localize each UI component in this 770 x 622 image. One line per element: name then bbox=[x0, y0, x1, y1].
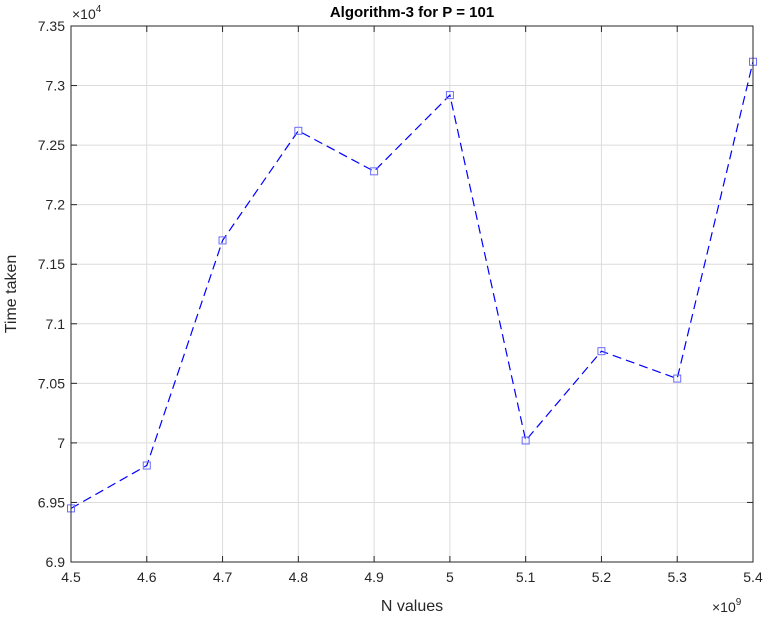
data-point bbox=[673, 374, 682, 383]
y-exponent-power: 4 bbox=[96, 4, 102, 15]
y-tick-label: 7.25 bbox=[38, 137, 65, 153]
chart-title: Algorithm-3 for P = 101 bbox=[330, 4, 494, 21]
y-tick-label: 7.05 bbox=[38, 375, 65, 391]
y-exponent-label: ×104 bbox=[72, 4, 102, 22]
data-point bbox=[142, 461, 151, 470]
y-tick-label: 7.2 bbox=[46, 197, 66, 213]
data-point bbox=[521, 436, 530, 445]
ticks: 4.5 4.6 4.7 4.8 4.9 5 5.1 5.2 5.3 5.4 6.9 6.95 7 7.05… bbox=[38, 18, 763, 585]
x-tick-label: 4.7 bbox=[213, 569, 233, 585]
x-tick-label: 5.1 bbox=[516, 569, 536, 585]
y-exponent-base: ×10 bbox=[72, 6, 96, 22]
y-axis-label: Time taken bbox=[3, 255, 20, 334]
y-tick-label: 7 bbox=[57, 435, 65, 451]
y-tick-label: 7.15 bbox=[38, 256, 65, 272]
data-point bbox=[445, 91, 454, 100]
x-tick-label: 5 bbox=[446, 569, 454, 585]
x-tick-label: 5.2 bbox=[592, 569, 612, 585]
data-point bbox=[218, 236, 227, 245]
x-exponent-base: ×10 bbox=[712, 599, 736, 615]
x-tick-label: 4.8 bbox=[289, 569, 309, 585]
x-exponent-label: ×109 bbox=[712, 597, 742, 615]
y-tick-label: 7.35 bbox=[38, 18, 65, 34]
y-tick-label: 7.3 bbox=[46, 78, 66, 94]
data-point bbox=[597, 347, 606, 356]
x-tick-label: 5.3 bbox=[667, 569, 687, 585]
data-point bbox=[294, 126, 303, 135]
x-tick-label: 4.6 bbox=[137, 569, 157, 585]
x-tick-label: 4.5 bbox=[61, 569, 81, 585]
y-tick-label: 7.1 bbox=[46, 316, 66, 332]
y-tick-label: 6.9 bbox=[46, 554, 66, 570]
series-line bbox=[70, 61, 754, 509]
x-tick-label: 4.9 bbox=[364, 569, 384, 585]
data-point bbox=[370, 167, 379, 176]
y-tick-label: 6.95 bbox=[38, 494, 65, 510]
plot-area bbox=[70, 25, 754, 563]
plot-border bbox=[70, 25, 754, 563]
x-tick-label: 5.4 bbox=[743, 569, 763, 585]
x-axis-label: N values bbox=[381, 598, 443, 615]
x-exponent-power: 9 bbox=[736, 597, 742, 608]
